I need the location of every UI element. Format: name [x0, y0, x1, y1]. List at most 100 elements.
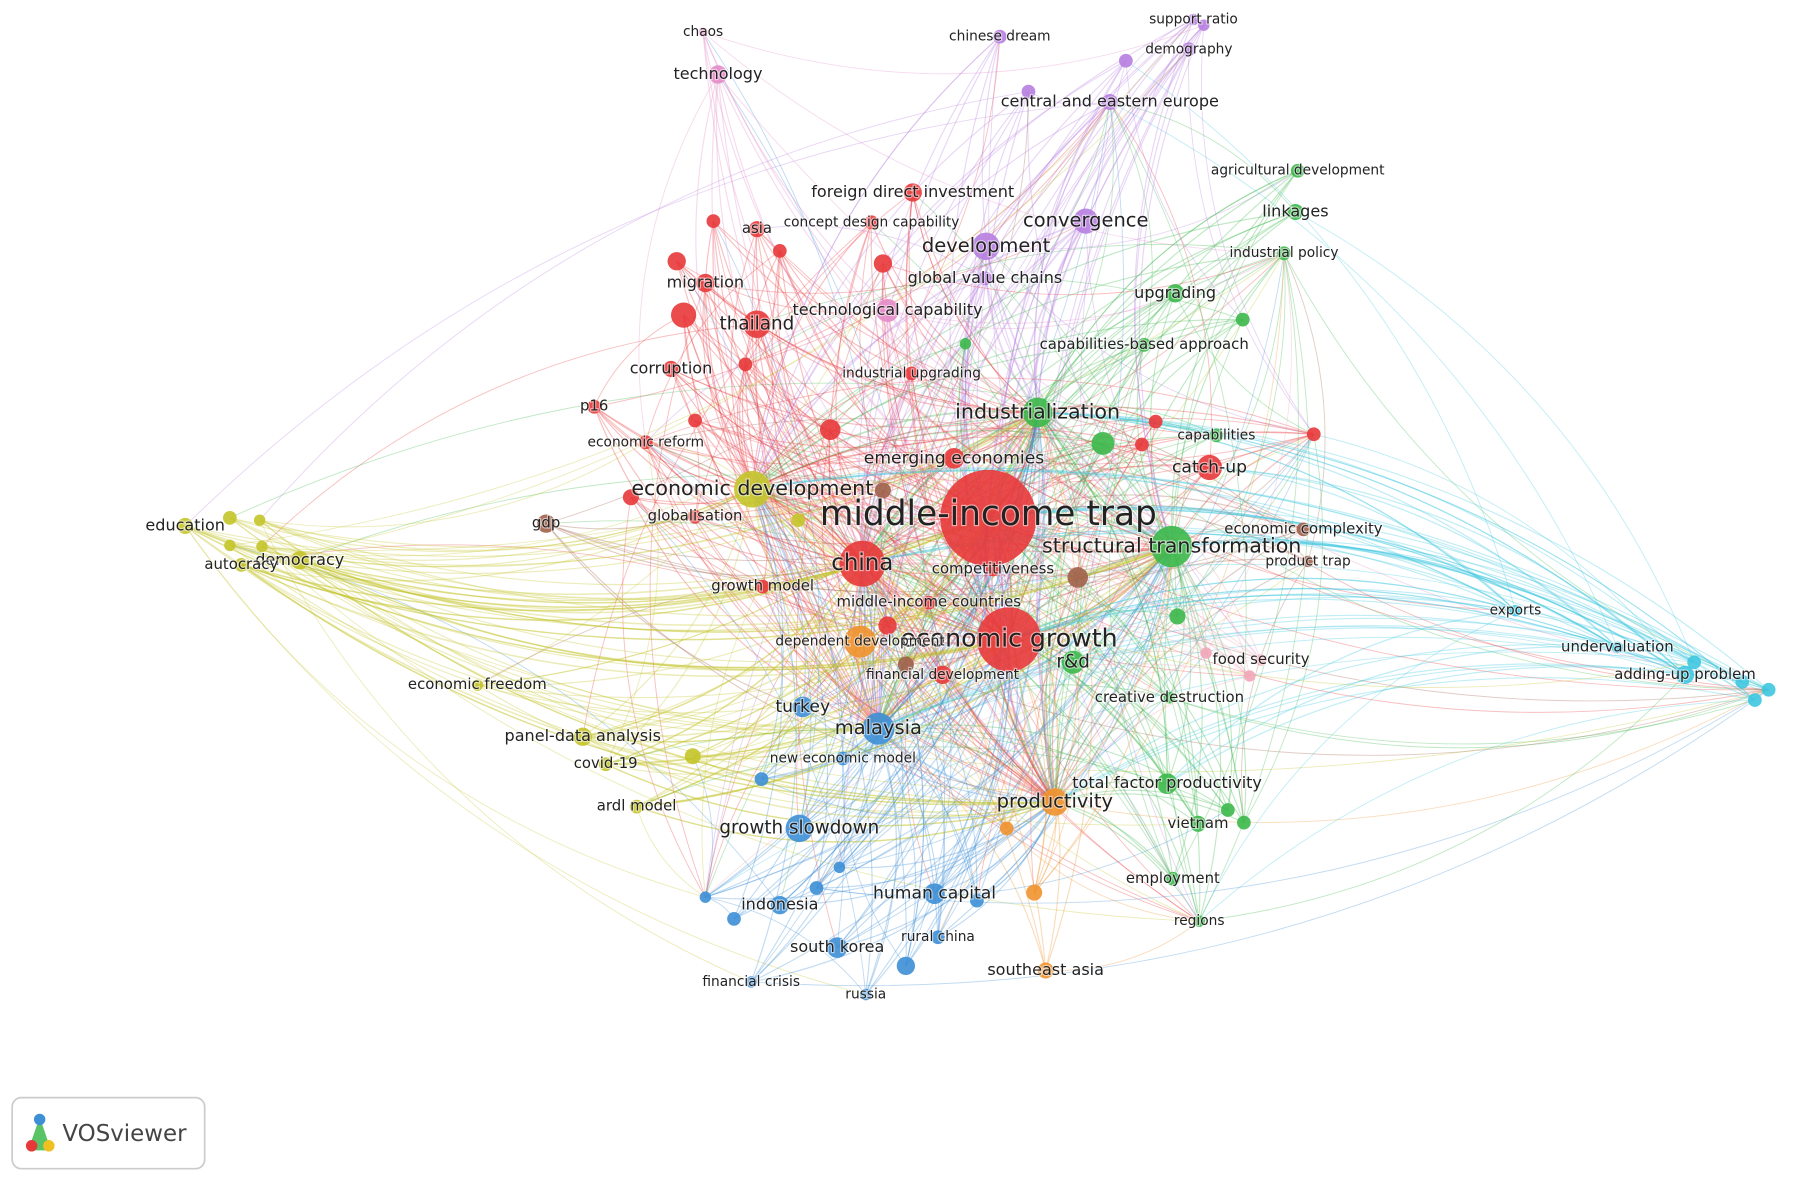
- node: [791, 513, 806, 528]
- edge: [1037, 412, 1245, 823]
- node: [1061, 650, 1085, 674]
- edge: [1171, 546, 1222, 922]
- edge: [861, 36, 1001, 729]
- edge: [886, 310, 1010, 640]
- node: [1287, 203, 1304, 220]
- node-label: creative destruction: [1095, 688, 1244, 706]
- edge: [1049, 661, 1074, 803]
- node: [785, 814, 814, 843]
- node-label: convergence: [1023, 209, 1148, 232]
- node-label: thailand: [720, 313, 795, 334]
- node: [835, 751, 850, 766]
- edge: [905, 664, 1056, 803]
- edge: [261, 546, 879, 732]
- edge: [1241, 561, 1309, 823]
- edge: [752, 469, 1743, 683]
- edge: [670, 368, 1038, 428]
- edge: [630, 496, 1010, 640]
- edge: [1008, 292, 1176, 640]
- edge: [858, 36, 1001, 564]
- edge: [702, 31, 1284, 254]
- node-label: gdp: [532, 514, 560, 532]
- edge: [705, 546, 1173, 898]
- edge: [966, 91, 1029, 519]
- edge: [1037, 24, 1205, 413]
- node: [177, 517, 194, 534]
- edge: [761, 442, 1104, 780]
- edge: [605, 563, 864, 765]
- edge: [717, 74, 1172, 548]
- edge: [839, 546, 1173, 868]
- edge: [593, 406, 753, 490]
- edge: [1033, 253, 1285, 893]
- edge: [964, 343, 1172, 548]
- edge: [1200, 25, 1315, 435]
- edge: [751, 488, 978, 901]
- edge: [937, 101, 1125, 938]
- edge: [704, 101, 1111, 898]
- edge: [751, 60, 1127, 490]
- node-label: capabilities: [1177, 427, 1255, 443]
- edge: [229, 411, 1038, 568]
- edge: [582, 736, 1055, 819]
- edge: [582, 221, 872, 737]
- edge: [645, 442, 879, 730]
- node-label: catch-up: [1172, 457, 1247, 477]
- edge: [692, 546, 1173, 757]
- edge: [692, 756, 713, 898]
- edge: [645, 441, 804, 708]
- edge: [752, 430, 1104, 490]
- node: [1296, 522, 1311, 537]
- edge: [870, 222, 1038, 413]
- node: [1675, 665, 1695, 685]
- node: [1190, 815, 1207, 832]
- node: [688, 509, 702, 524]
- edge: [1054, 467, 1210, 803]
- node-label: p16: [580, 397, 608, 415]
- edge: [861, 60, 1127, 564]
- edge: [1045, 920, 1200, 972]
- edge: [259, 519, 1055, 803]
- edge: [882, 252, 1285, 296]
- edge: [839, 639, 1010, 868]
- edge: [762, 412, 1039, 588]
- edge: [1054, 801, 1174, 880]
- edge: [299, 559, 863, 614]
- edge: [750, 517, 989, 983]
- edge: [1037, 411, 1516, 612]
- node: [896, 956, 916, 976]
- node-label: china: [831, 550, 893, 576]
- edge: [779, 639, 1010, 906]
- node: [684, 748, 701, 765]
- edge: [1283, 253, 1326, 562]
- edge: [756, 324, 863, 565]
- edge: [937, 801, 1056, 938]
- edge: [705, 659, 1262, 898]
- logo-icon: [25, 1140, 38, 1152]
- edge: [605, 517, 990, 766]
- edge: [229, 517, 863, 601]
- logo[interactable]: VOSviewer: [11, 1096, 206, 1170]
- edge: [905, 192, 1056, 803]
- edge: [1037, 412, 1082, 663]
- edge: [645, 418, 1304, 530]
- node: [755, 579, 770, 594]
- node: [1209, 428, 1224, 443]
- node-label: russia: [845, 987, 886, 1003]
- edge: [750, 489, 797, 983]
- edge: [745, 243, 1285, 365]
- edge: [988, 506, 1618, 648]
- edge: [1033, 662, 1080, 893]
- edge: [259, 519, 752, 983]
- edge: [755, 229, 863, 565]
- edge: [636, 801, 1056, 843]
- edge: [937, 801, 1056, 938]
- edge: [877, 442, 1104, 729]
- edge: [750, 563, 866, 983]
- edge: [692, 638, 1010, 757]
- edge: [594, 101, 1111, 408]
- node: [833, 861, 846, 874]
- node: [978, 271, 992, 286]
- edge: [705, 896, 867, 995]
- edge: [750, 546, 1173, 983]
